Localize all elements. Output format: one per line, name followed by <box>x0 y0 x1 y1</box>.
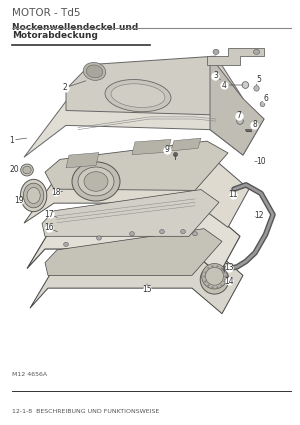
Ellipse shape <box>23 183 44 208</box>
Ellipse shape <box>23 166 31 174</box>
Text: 14: 14 <box>224 277 233 286</box>
Polygon shape <box>24 76 264 157</box>
Ellipse shape <box>84 172 108 191</box>
Ellipse shape <box>64 242 68 246</box>
Polygon shape <box>132 139 171 155</box>
Ellipse shape <box>160 230 164 234</box>
Text: 20: 20 <box>10 165 19 175</box>
Ellipse shape <box>213 49 219 54</box>
Text: 2: 2 <box>62 83 67 93</box>
Text: 13: 13 <box>224 263 233 272</box>
Ellipse shape <box>86 65 103 78</box>
Ellipse shape <box>78 167 114 196</box>
Text: 7: 7 <box>236 111 241 120</box>
Polygon shape <box>45 229 222 275</box>
Text: 6: 6 <box>263 94 268 103</box>
Text: 8: 8 <box>252 120 257 130</box>
Text: 1: 1 <box>9 136 14 145</box>
Ellipse shape <box>27 187 40 204</box>
Polygon shape <box>171 138 201 151</box>
Ellipse shape <box>202 264 227 289</box>
Text: 9: 9 <box>165 145 170 154</box>
Ellipse shape <box>20 179 47 212</box>
Polygon shape <box>66 153 99 168</box>
Ellipse shape <box>254 86 259 91</box>
Polygon shape <box>45 141 228 190</box>
Ellipse shape <box>21 164 33 176</box>
Ellipse shape <box>254 49 260 54</box>
Ellipse shape <box>206 267 224 285</box>
Text: 17: 17 <box>45 210 54 219</box>
Text: M12 4656A: M12 4656A <box>12 372 47 377</box>
Polygon shape <box>207 48 264 65</box>
Text: 4: 4 <box>222 80 227 90</box>
Ellipse shape <box>181 230 185 234</box>
Ellipse shape <box>111 84 165 108</box>
Polygon shape <box>27 202 240 275</box>
Text: 10: 10 <box>256 157 266 166</box>
Text: 12-1-8  BESCHREIBUNG UND FUNKTIONSWEISE: 12-1-8 BESCHREIBUNG UND FUNKTIONSWEISE <box>12 409 159 414</box>
Ellipse shape <box>97 236 101 240</box>
Polygon shape <box>42 190 219 236</box>
Ellipse shape <box>260 102 265 107</box>
Text: 16: 16 <box>44 223 53 232</box>
Text: 3: 3 <box>213 71 218 80</box>
Polygon shape <box>210 56 264 155</box>
Ellipse shape <box>72 162 120 201</box>
Ellipse shape <box>193 232 197 236</box>
Text: Motorabdeckung: Motorabdeckung <box>12 31 98 40</box>
Text: 11: 11 <box>229 190 238 199</box>
Text: MOTOR - Td5: MOTOR - Td5 <box>12 8 80 18</box>
Text: 5: 5 <box>256 75 261 85</box>
Ellipse shape <box>130 232 134 236</box>
Polygon shape <box>66 56 243 115</box>
Text: Nockenwellendeckel und: Nockenwellendeckel und <box>12 23 138 32</box>
Text: 15: 15 <box>142 284 152 294</box>
Text: 12: 12 <box>254 210 263 220</box>
Ellipse shape <box>242 82 249 88</box>
Ellipse shape <box>105 79 171 112</box>
Ellipse shape <box>237 118 243 125</box>
Text: 19: 19 <box>14 196 23 205</box>
Polygon shape <box>30 241 243 314</box>
Text: 18: 18 <box>52 187 61 197</box>
Ellipse shape <box>200 265 229 294</box>
Ellipse shape <box>83 62 106 80</box>
Polygon shape <box>24 153 249 227</box>
